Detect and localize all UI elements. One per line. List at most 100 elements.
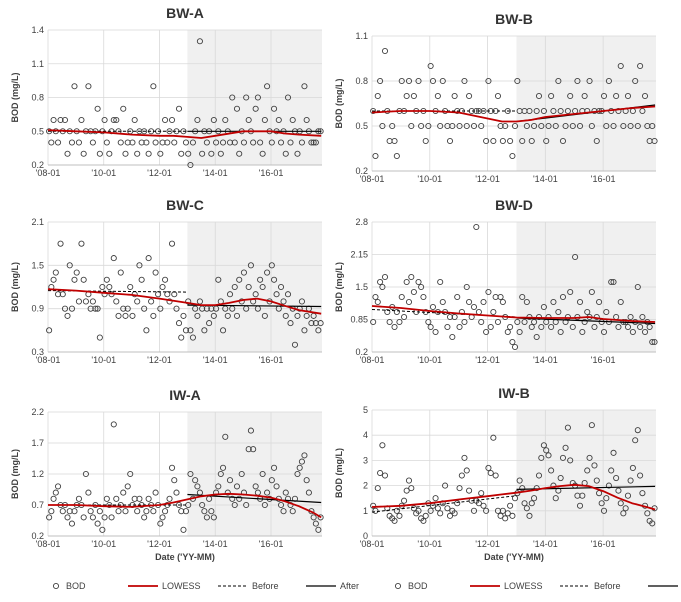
bod-point <box>103 495 110 502</box>
x-tick-label: '08-01 <box>360 539 385 549</box>
bod-point <box>531 122 538 130</box>
bod-point <box>533 485 540 492</box>
bod-point <box>143 327 150 334</box>
bod-point <box>284 495 292 502</box>
bod-point <box>408 485 415 492</box>
after-trend-line <box>516 317 656 325</box>
bod-point <box>600 507 608 514</box>
bod-point <box>124 139 131 146</box>
bod-point <box>245 116 252 124</box>
bod-point <box>569 122 576 130</box>
bod-point <box>519 485 526 492</box>
bod-point <box>219 139 227 146</box>
bod-point <box>229 495 236 502</box>
bod-point <box>80 276 87 283</box>
bod-point <box>492 293 499 301</box>
bod-point <box>157 150 164 157</box>
bod-point <box>75 495 82 502</box>
bod-point <box>555 77 562 85</box>
bod-point <box>418 283 425 291</box>
bod-point <box>173 305 180 312</box>
bod-point <box>85 83 92 90</box>
bod-point <box>483 507 490 514</box>
bod-point <box>632 437 639 444</box>
y-axis-label: BOD (mg/L) <box>10 262 20 312</box>
bod-point <box>94 305 101 312</box>
bod-point <box>298 298 305 305</box>
bod-point <box>106 283 113 291</box>
y-tick-label: 1.1 <box>355 31 368 41</box>
bod-point <box>456 485 463 492</box>
bod-point <box>651 137 658 145</box>
bod-point <box>141 514 148 521</box>
bod-point <box>381 273 389 281</box>
bod-point <box>519 137 526 145</box>
x-tick-label: '16-01 <box>259 539 284 549</box>
bod-point <box>586 454 593 461</box>
bod-point <box>461 454 468 461</box>
bod-point <box>106 150 113 157</box>
bod-point <box>370 107 377 115</box>
bod-point <box>475 107 482 115</box>
y-tick-label: 2.1 <box>31 217 44 227</box>
bod-point <box>280 298 287 305</box>
y-tick-label: 0.2 <box>31 160 44 170</box>
lowess-line <box>47 129 322 139</box>
bod-point <box>268 139 275 146</box>
bod-point <box>531 318 538 326</box>
before-trend-line <box>47 290 188 293</box>
bod-point <box>284 291 292 298</box>
bod-point <box>110 421 117 428</box>
bod-point <box>545 452 552 459</box>
bod-point <box>439 77 446 85</box>
bod-point <box>168 240 176 247</box>
y-tick-label: 0.2 <box>355 347 368 357</box>
bod-point <box>57 240 64 247</box>
bod-point <box>613 92 620 100</box>
bod-point <box>231 283 238 291</box>
bod-point <box>588 288 595 296</box>
y-tick-label: 3 <box>363 455 368 465</box>
bod-point <box>538 454 545 461</box>
bod-point <box>52 269 59 276</box>
bod-point <box>166 128 173 135</box>
bod-point <box>538 122 545 130</box>
bod-point <box>514 77 521 85</box>
bod-point <box>588 422 595 429</box>
bod-point <box>379 122 386 130</box>
bod-point <box>303 312 310 319</box>
bod-point <box>201 327 208 334</box>
y-tick-label: 1.4 <box>31 25 44 35</box>
bod-point <box>446 313 454 321</box>
bod-point <box>310 514 317 521</box>
bod-point <box>208 150 215 157</box>
y-tick-label: 2.8 <box>355 217 368 227</box>
bod-point <box>59 291 66 298</box>
bod-point <box>403 278 410 286</box>
bod-point <box>64 150 71 157</box>
bod-point <box>523 298 530 306</box>
bod-point <box>145 150 152 157</box>
bod-point <box>521 500 528 507</box>
bod-point <box>66 508 73 515</box>
bod-point <box>408 273 415 281</box>
y-axis-label: BOD (mg/L) <box>10 449 20 499</box>
bod-point <box>298 458 305 465</box>
bod-point <box>199 501 206 509</box>
bod-point <box>294 150 301 157</box>
bod-point <box>162 276 169 283</box>
bod-point <box>141 128 148 135</box>
bod-point <box>499 137 506 145</box>
y-tick-label: 2.2 <box>31 407 44 417</box>
bod-point <box>422 512 429 519</box>
bod-point <box>219 464 227 471</box>
x-tick-label: '12-01 <box>147 168 172 178</box>
lowess-line <box>48 492 322 519</box>
bod-point <box>131 495 138 502</box>
bod-point <box>429 77 437 85</box>
bod-point <box>46 327 53 334</box>
bod-point <box>157 305 164 312</box>
bod-point <box>210 116 217 124</box>
bod-point <box>264 269 271 276</box>
bod-point <box>617 62 624 70</box>
